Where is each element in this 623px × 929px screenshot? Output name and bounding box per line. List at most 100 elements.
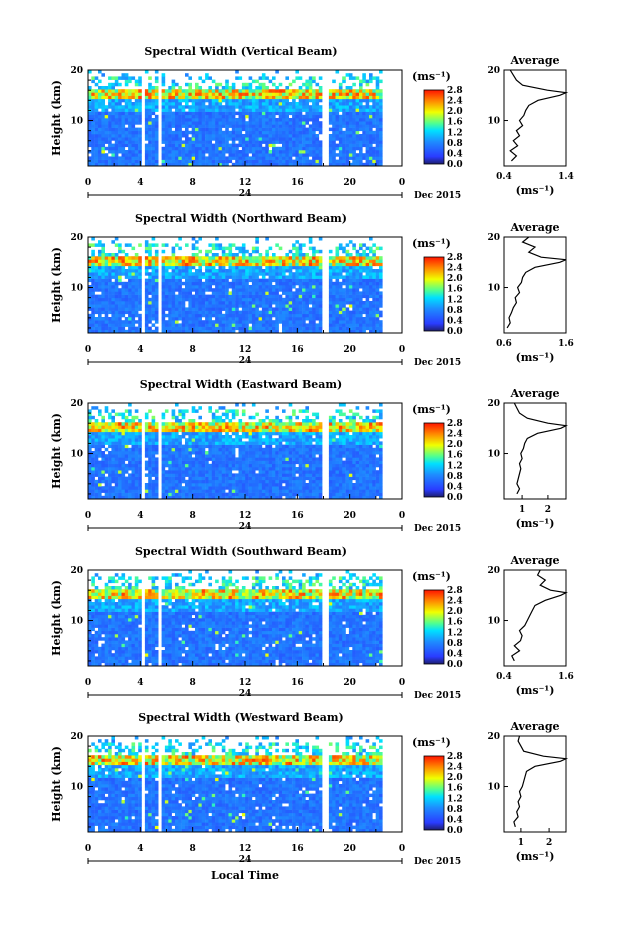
- heatmap-cell: [195, 134, 199, 138]
- heatmap-cell: [359, 492, 363, 497]
- heatmap-cell: [379, 473, 383, 477]
- heatmap-cell: [121, 329, 126, 334]
- heatmap-cell: [188, 291, 192, 295]
- heatmap-cell: [318, 326, 323, 331]
- heatmap-cell: [91, 479, 95, 484]
- heatmap-cell: [255, 111, 259, 116]
- heatmap-cell: [171, 272, 176, 276]
- heatmap-cell: [295, 323, 299, 327]
- heatmap-cell: [118, 102, 122, 106]
- heatmap-cell: [372, 108, 376, 112]
- heatmap-cell: [292, 262, 296, 267]
- heatmap-cell: [288, 156, 293, 160]
- heatmap-cell: [101, 253, 105, 257]
- heatmap-cell: [178, 140, 182, 144]
- heatmap-cell: [315, 121, 320, 125]
- heatmap-cell: [238, 285, 243, 289]
- heatmap-cell: [375, 272, 380, 276]
- heatmap-cell: [288, 285, 293, 289]
- heatmap-cell: [101, 479, 105, 484]
- heatmap-cell: [104, 265, 109, 270]
- heatmap-cell: [121, 108, 126, 112]
- heatmap-cell: [342, 118, 346, 122]
- heatmap-cell: [355, 323, 360, 327]
- heatmap-cell: [225, 105, 229, 109]
- heatmap-cell: [308, 82, 313, 87]
- heatmap-cell: [285, 76, 289, 80]
- heatmap-cell: [188, 486, 192, 490]
- heatmap-cell: [332, 259, 336, 263]
- heatmap-cell: [171, 140, 176, 144]
- heatmap-cell: [268, 162, 273, 167]
- heatmap-cell: [255, 483, 259, 487]
- heatmap-cell: [328, 140, 333, 144]
- heatmap-cell: [318, 121, 323, 125]
- heatmap-cell: [278, 294, 283, 299]
- heatmap-cell: [288, 259, 293, 263]
- heatmap-cell: [308, 275, 313, 279]
- heatmap-cell: [355, 483, 360, 487]
- heatmap-cell: [218, 265, 223, 270]
- heatmap-cell: [268, 323, 273, 327]
- heatmap-cell: [175, 294, 179, 299]
- heatmap-cell: [104, 118, 109, 122]
- heatmap-cell: [131, 265, 136, 270]
- heatmap-cell: [315, 323, 320, 327]
- heatmap-cell: [261, 313, 266, 318]
- heatmap-cell: [104, 153, 109, 157]
- heatmap-cell: [241, 317, 246, 321]
- heatmap-cell: [91, 156, 95, 160]
- heatmap-cell: [171, 82, 176, 87]
- heatmap-cell: [228, 281, 233, 286]
- heatmap-cell: [164, 105, 169, 109]
- heatmap-cell: [365, 162, 370, 167]
- heatmap-cell: [168, 118, 172, 122]
- average-frame: [503, 236, 567, 334]
- heatmap-cell: [379, 486, 383, 490]
- heatmap-cell: [362, 495, 366, 500]
- heatmap-cell: [191, 275, 196, 279]
- heatmap-cell: [272, 140, 276, 144]
- heatmap-cell: [151, 124, 156, 128]
- heatmap-cell: [151, 297, 156, 302]
- heatmap-cell: [111, 265, 115, 270]
- heatmap-cell: [211, 127, 216, 132]
- heatmap-cell: [175, 486, 179, 490]
- heatmap-cell: [345, 111, 350, 116]
- heatmap-cell: [215, 143, 219, 148]
- heatmap-cell: [131, 102, 136, 106]
- heatmap-cell: [121, 320, 126, 324]
- heatmap-cell: [332, 118, 336, 122]
- heatmap-cell: [272, 124, 276, 128]
- heatmap-cell: [248, 285, 253, 289]
- heatmap-cell: [305, 489, 309, 493]
- heatmap-cell: [191, 285, 196, 289]
- heatmap-cell: [88, 150, 92, 154]
- heatmap-cell: [348, 320, 353, 324]
- heatmap-cell: [118, 489, 122, 493]
- heatmap-cell: [248, 329, 253, 334]
- heatmap-cell: [148, 98, 152, 103]
- heatmap-cell: [131, 297, 136, 302]
- heatmap-cell: [355, 275, 360, 279]
- heatmap-cell: [134, 156, 139, 160]
- heatmap-cell: [94, 130, 99, 135]
- colorbar-tick-label: 0.4: [447, 316, 463, 326]
- heatmap-cell: [161, 249, 166, 254]
- heatmap-cell: [215, 124, 219, 128]
- heatmap-cell: [345, 272, 350, 276]
- heatmap-cell: [379, 265, 383, 270]
- heatmap-cell: [348, 256, 353, 260]
- heatmap-cell: [365, 256, 370, 260]
- heatmap-cell: [288, 121, 293, 125]
- heatmap-cell: [128, 156, 132, 160]
- heatmap-cell: [241, 156, 246, 160]
- heatmap-cell: [111, 150, 115, 154]
- heatmap-cell: [114, 495, 119, 500]
- heatmap-cell: [98, 70, 102, 74]
- heatmap-cell: [292, 105, 296, 109]
- heatmap-cell: [171, 288, 176, 292]
- heatmap-cell: [124, 127, 129, 132]
- heatmap-cell: [134, 291, 139, 295]
- heatmap-cell: [171, 159, 176, 164]
